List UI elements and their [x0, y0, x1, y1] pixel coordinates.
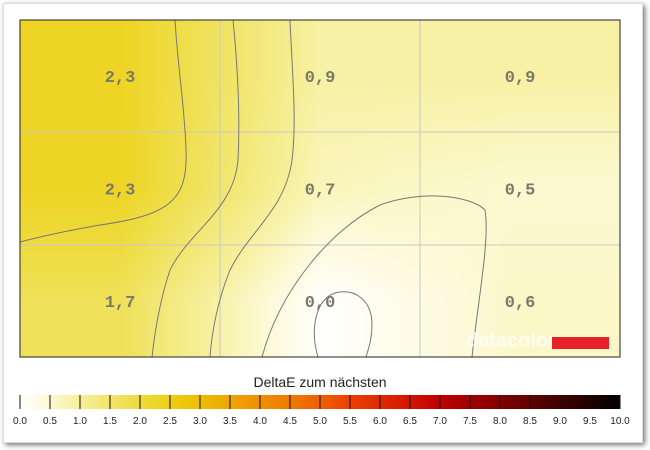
colorbar-title: DeltaE zum nächsten — [253, 374, 386, 390]
colorbar-tick-label: 2.5 — [163, 416, 177, 427]
contour-1-5 — [151, 19, 240, 358]
cell-label: 0,5 — [505, 182, 536, 201]
datacolor-logo-bar — [552, 337, 609, 349]
colorbar-tick-label: 7.5 — [463, 416, 477, 427]
colorbar-tick-label: 2.0 — [133, 416, 147, 427]
contour-lines — [19, 19, 487, 358]
heatmap-surface — [20, 20, 620, 357]
colorbar-tick-label: 5.0 — [313, 416, 327, 427]
colorbar-tick-label: 3.5 — [223, 416, 237, 427]
contour-2-0 — [19, 19, 187, 243]
colorbar-tick-label: 9.0 — [553, 416, 567, 427]
colorbar-tick-label: 4.5 — [283, 416, 297, 427]
colorbar-tick-label: 6.5 — [403, 416, 417, 427]
cell-label: 0,6 — [505, 294, 536, 313]
grid-lines — [20, 20, 620, 357]
colorbar-tick-label: 7.0 — [433, 416, 447, 427]
colorbar-tick-label: 1.0 — [73, 416, 87, 427]
datacolor-logo: datacolor — [466, 330, 556, 352]
colorbar-tick-label: 10.0 — [610, 416, 630, 427]
cell-label: 0,0 — [305, 294, 336, 313]
colorbar-tick-label: 9.5 — [583, 416, 597, 427]
contour-0-5 — [261, 195, 487, 358]
colorbar-tick-label: 0.5 — [43, 416, 57, 427]
cell-label: 2,3 — [105, 69, 136, 88]
colorbar-tick-label: 8.5 — [523, 416, 537, 427]
contour-1-0 — [209, 19, 295, 358]
cell-label: 0,9 — [305, 69, 336, 88]
colorbar-tick-label: 8.0 — [493, 416, 507, 427]
colorbar-tick-label: 5.5 — [343, 416, 357, 427]
plot-border — [19, 19, 621, 358]
contour-0-0 — [313, 291, 373, 358]
cell-label: 0,9 — [505, 69, 536, 88]
colorbar-tick-label: 4.0 — [253, 416, 267, 427]
colorbar-tick-label: 0.0 — [13, 416, 27, 427]
colorbar-tick-label: 6.0 — [373, 416, 387, 427]
cell-label: 2,3 — [105, 182, 136, 201]
colorbar-tick-label: 3.0 — [193, 416, 207, 427]
cell-label: 1,7 — [105, 294, 136, 313]
cell-label: 0,7 — [305, 182, 336, 201]
colorbar-tick-label: 1.5 — [103, 416, 117, 427]
